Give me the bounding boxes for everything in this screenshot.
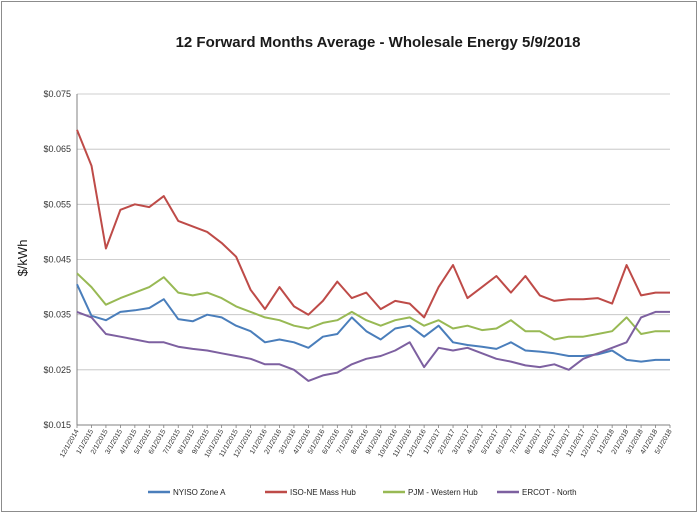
series-line <box>76 283 670 363</box>
series-line <box>76 129 670 319</box>
y-tick-label: $0.035 <box>43 310 71 320</box>
series-line <box>76 310 670 382</box>
y-tick-label: $0.065 <box>43 144 71 154</box>
x-tick-labels: 12/1/20141/1/20152/1/20153/1/20154/1/201… <box>59 428 674 459</box>
y-tick-labels: $0.015 $0.025 $0.035 $0.045 $0.055 $0.065 $0.0… <box>43 89 71 430</box>
chart-title: 12 Forward Months Average - Wholesale En… <box>176 34 581 51</box>
legend-label: NYISO Zone A <box>173 488 226 497</box>
legend-label: ERCOT - North <box>522 488 577 497</box>
legend-label: ISO-NE Mass Hub <box>290 488 356 497</box>
series-lines <box>76 129 670 382</box>
y-tick-label: $0.045 <box>43 255 71 265</box>
y-tick-label: $0.025 <box>43 365 71 375</box>
y-tick-label: $0.055 <box>43 199 71 209</box>
axes <box>76 94 671 428</box>
legend: NYISO Zone A ISO-NE Mass Hub PJM - Western… <box>148 488 577 497</box>
legend-label: PJM - Western Hub <box>408 488 478 497</box>
series-line <box>76 272 670 341</box>
gridlines <box>77 93 670 426</box>
y-axis-label: $/kWh <box>15 240 30 277</box>
y-tick-label: $0.075 <box>43 89 71 99</box>
y-tick-label: $0.015 <box>43 420 71 430</box>
